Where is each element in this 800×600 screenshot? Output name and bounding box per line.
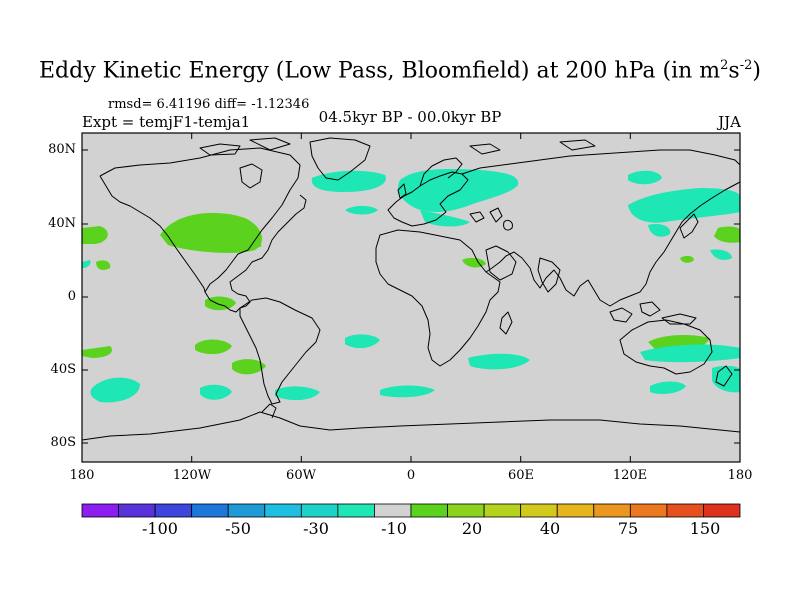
colorbar-label-75: 75	[617, 519, 639, 538]
coast-british-isles	[397, 183, 407, 199]
patch-south-indian-b	[468, 353, 530, 370]
patch-ne-pacific	[714, 226, 740, 243]
colorbar-swatch	[410, 503, 448, 518]
colorbar-label-neg30: -30	[303, 519, 329, 538]
patch-south-pacific-d	[200, 384, 232, 400]
colorbar-label-20: 20	[461, 519, 483, 538]
colorbar-swatch	[81, 503, 119, 518]
lat-label-0: 0	[67, 289, 76, 304]
season-label: JJA	[718, 113, 741, 131]
colorbar-swatch	[191, 503, 229, 518]
colorbar-swatch	[556, 503, 595, 518]
coast-antarctic-peninsula	[261, 403, 277, 419]
patch-north-pacific-east	[628, 170, 662, 185]
coast-europe	[387, 171, 469, 227]
coast-red-sea-lake	[503, 219, 513, 231]
coast-north-america	[99, 147, 307, 313]
lat-label-80s: 80S	[50, 435, 76, 450]
coast-scandinavia	[419, 157, 463, 187]
coast-alaska-west	[99, 175, 206, 293]
coast-asia	[461, 149, 741, 175]
lat-label-80n: 80N	[48, 142, 76, 157]
patch-se-pacific-edge	[712, 365, 740, 393]
patch-eurasia-b	[420, 210, 470, 227]
colorbar-label-40: 40	[539, 519, 561, 538]
patch-south-atlantic-b	[380, 385, 435, 398]
patch-tropical-pacific	[205, 296, 236, 311]
coast-caspian-black	[469, 207, 503, 223]
lon-label-180w: 180	[69, 468, 95, 483]
patch-north-atlantic	[311, 170, 386, 192]
colorbar-swatch	[118, 503, 156, 518]
patch-nw-pacific-small	[680, 255, 694, 263]
negative-anomaly-patches	[82, 169, 740, 403]
lat-label-40s: 40S	[50, 362, 76, 377]
coast-new-zealand	[715, 365, 733, 387]
coast-arabia	[485, 245, 517, 281]
lat-label-40n: 40N	[48, 216, 76, 231]
colorbar-swatch	[264, 503, 302, 518]
patch-central-atlantic	[345, 205, 378, 215]
coast-antarctica	[81, 411, 741, 441]
coastlines	[81, 137, 741, 441]
patch-pacific-small	[96, 260, 111, 270]
colorbar-swatch	[374, 503, 412, 518]
patch-japan-kamchatka	[628, 188, 740, 223]
coast-india	[537, 257, 561, 293]
colorbar-swatch	[629, 503, 668, 518]
colorbar-swatch	[520, 503, 558, 518]
colorbar-swatch	[483, 503, 522, 518]
lon-label-60w: 60W	[286, 468, 316, 483]
patch-south-pacific	[195, 339, 232, 355]
map-title: Eddy Kinetic Energy (Low Pass, Bloomfiel…	[39, 58, 761, 84]
patch-south-pacific-b	[232, 359, 266, 375]
patch-south-america-south	[275, 386, 320, 401]
colorbar-swatch	[703, 503, 741, 518]
patch-south-pacific-c	[90, 377, 140, 403]
lon-label-120e: 120E	[612, 468, 648, 483]
coast-southeast-asia-islands	[609, 301, 697, 325]
coast-south-america	[239, 297, 321, 405]
patch-japan-sea	[648, 224, 671, 237]
patch-west-pacific	[710, 249, 732, 260]
colorbar-swatch	[666, 503, 704, 518]
colorbar-swatch	[593, 503, 631, 518]
coast-africa	[375, 229, 501, 367]
patch-south-atlantic	[345, 334, 380, 349]
patch-australia-south	[640, 344, 740, 363]
lon-label-0: 0	[406, 468, 416, 483]
axis-ticks	[81, 133, 741, 462]
colorbar-swatch	[227, 503, 266, 518]
colorbar-label-150: 150	[689, 519, 721, 538]
lon-label-180e: 180	[727, 468, 753, 483]
colorbar-label-neg100: -100	[142, 519, 178, 538]
colorbar-swatch	[447, 503, 485, 518]
period-label: 04.5kyr BP - 00.0kyr BP	[318, 108, 502, 126]
colorbar-swatch	[337, 503, 375, 518]
coast-hudson-bay	[239, 163, 263, 189]
coast-japan	[679, 213, 699, 239]
lon-label-60e: 60E	[507, 468, 535, 483]
lon-label-120w: 120W	[172, 468, 212, 483]
coast-asia-east	[485, 181, 741, 307]
colorbar-swatch	[154, 503, 193, 518]
coast-arctic-islands	[199, 137, 596, 156]
coast-australia	[619, 319, 713, 375]
colorbar-label-neg10: -10	[381, 519, 407, 538]
patch-nw-atlantic-b	[215, 234, 262, 250]
patch-tasman	[650, 381, 686, 394]
coast-greenland	[309, 137, 371, 181]
patch-nw-pacific	[82, 226, 108, 244]
coast-madagascar	[499, 311, 513, 335]
stats-label: rmsd= 6.41196 diff= -1.12346	[108, 97, 310, 112]
colorbar-label-neg50: -50	[225, 519, 251, 538]
patch-ne-pacific-edge	[82, 260, 91, 268]
patch-sw-pacific-edge	[82, 346, 112, 358]
colorbar-swatch	[300, 503, 339, 518]
experiment-label: Expt = temjF1-temja1	[82, 113, 251, 131]
